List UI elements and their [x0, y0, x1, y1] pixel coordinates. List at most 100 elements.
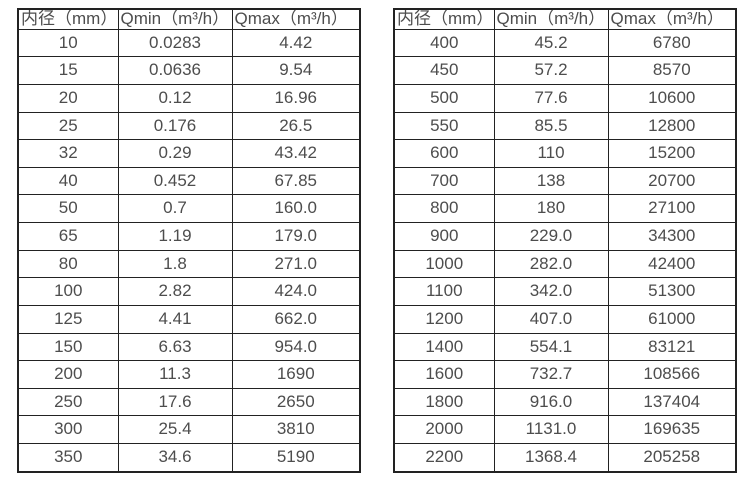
- table-cell: 125: [17, 304, 119, 334]
- table-cell: 916.0: [493, 387, 609, 417]
- table-cell: 26.5: [231, 111, 361, 141]
- table-cell: 45.2: [493, 28, 609, 58]
- table-cell: 0.452: [117, 166, 233, 196]
- table-cell: 16.96: [231, 83, 361, 113]
- table-cell: 61000: [607, 304, 737, 334]
- table-cell: 160.0: [231, 194, 361, 224]
- table-cell: 25.4: [117, 415, 233, 445]
- table-cell: 67.85: [231, 166, 361, 196]
- table-cell: 2650: [231, 387, 361, 417]
- table-row: 150 6.63 954.0: [17, 332, 361, 362]
- table-cell: 4.42: [231, 28, 361, 58]
- table-row: 500 77.6 10600: [393, 83, 737, 113]
- table-cell: 5190: [231, 443, 361, 473]
- table-cell: 43.42: [231, 139, 361, 168]
- table-cell: 6780: [607, 28, 737, 58]
- table-row: 700 138 20700: [393, 166, 737, 196]
- table-cell: 32: [17, 139, 119, 168]
- table-cell: 342.0: [493, 277, 609, 306]
- table-row: 1600 732.7 108566: [393, 360, 737, 389]
- table-cell: 450: [393, 56, 495, 85]
- table-cell: 205258: [607, 443, 737, 473]
- table-cell: 17.6: [117, 387, 233, 417]
- table-cell: 4.41: [117, 304, 233, 334]
- table-row: 15 0.0636 9.54: [17, 56, 361, 85]
- table-row: 600 110 15200: [393, 139, 737, 168]
- table-cell: 1690: [231, 360, 361, 389]
- table-cell: 57.2: [493, 56, 609, 85]
- table-cell: 800: [393, 194, 495, 224]
- table-cell: 137404: [607, 387, 737, 417]
- table-cell: 554.1: [493, 332, 609, 362]
- table-row: 65 1.19 179.0: [17, 222, 361, 251]
- table-row: 125 4.41 662.0: [17, 304, 361, 334]
- table-cell: 900: [393, 222, 495, 251]
- table-row: 1100 342.0 51300: [393, 277, 737, 306]
- table-cell: 271.0: [231, 249, 361, 279]
- table-cell: 400: [393, 28, 495, 58]
- table-row: 900 229.0 34300: [393, 222, 737, 251]
- table-cell: 954.0: [231, 332, 361, 362]
- table-cell: 2200: [393, 443, 495, 473]
- table-cell: 0.12: [117, 83, 233, 113]
- table-cell: 85.5: [493, 111, 609, 141]
- table-cell: 11.3: [117, 360, 233, 389]
- table-cell: 40: [17, 166, 119, 196]
- table-cell: 0.7: [117, 194, 233, 224]
- table-cell: 83121: [607, 332, 737, 362]
- table-row: 550 85.5 12800: [393, 111, 737, 141]
- table-cell: 600: [393, 139, 495, 168]
- table-cell: 34300: [607, 222, 737, 251]
- table-row: 10 0.0283 4.42: [17, 28, 361, 58]
- table-row: 250 17.6 2650: [17, 387, 361, 417]
- table-cell: 200: [17, 360, 119, 389]
- table-cell: 1400: [393, 332, 495, 362]
- table-cell: 350: [17, 443, 119, 473]
- table-cell: 10: [17, 28, 119, 58]
- table-row: 100 2.82 424.0: [17, 277, 361, 306]
- table-cell: 1600: [393, 360, 495, 389]
- header-inner-diameter: 内径（mm）: [393, 8, 495, 30]
- table-cell: 12800: [607, 111, 737, 141]
- table-cell: 100: [17, 277, 119, 306]
- table-body: 400 45.2 6780 450 57.2 8570 500 77.6 10600 550 85.…: [393, 28, 737, 473]
- table-row: 1000 282.0 42400: [393, 249, 737, 279]
- table-cell: 108566: [607, 360, 737, 389]
- table-row: 50 0.7 160.0: [17, 194, 361, 224]
- table-row: 1800 916.0 137404: [393, 387, 737, 417]
- table-cell: 15: [17, 56, 119, 85]
- table-cell: 20700: [607, 166, 737, 196]
- flow-table-large-diameters: 内径（mm） Qmin（m³/h） Qmax（m³/h） 400 45.2 6780…: [393, 8, 737, 473]
- header-qmin: Qmin（m³/h）: [117, 8, 233, 30]
- table-row: 25 0.176 26.5: [17, 111, 361, 141]
- table-cell: 300: [17, 415, 119, 445]
- table-cell: 8570: [607, 56, 737, 85]
- table-cell: 110: [493, 139, 609, 168]
- table-row: 2200 1368.4 205258: [393, 443, 737, 473]
- table-row: 350 34.6 5190: [17, 443, 361, 473]
- table-row: 400 45.2 6780: [393, 28, 737, 58]
- table-cell: 1131.0: [493, 415, 609, 445]
- table-cell: 169635: [607, 415, 737, 445]
- table-row: 200 11.3 1690: [17, 360, 361, 389]
- header-qmax: Qmax（m³/h）: [607, 8, 737, 30]
- table-cell: 0.29: [117, 139, 233, 168]
- table-cell: 50: [17, 194, 119, 224]
- table-row: 2000 1131.0 169635: [393, 415, 737, 445]
- table-cell: 1368.4: [493, 443, 609, 473]
- table-cell: 732.7: [493, 360, 609, 389]
- table-cell: 42400: [607, 249, 737, 279]
- table-row: 450 57.2 8570: [393, 56, 737, 85]
- table-cell: 27100: [607, 194, 737, 224]
- table-cell: 1.8: [117, 249, 233, 279]
- table-cell: 0.0636: [117, 56, 233, 85]
- table-cell: 138: [493, 166, 609, 196]
- table-cell: 500: [393, 83, 495, 113]
- table-cell: 25: [17, 111, 119, 141]
- table-cell: 80: [17, 249, 119, 279]
- table-cell: 65: [17, 222, 119, 251]
- table-cell: 179.0: [231, 222, 361, 251]
- table-row: 20 0.12 16.96: [17, 83, 361, 113]
- table-cell: 229.0: [493, 222, 609, 251]
- table-cell: 34.6: [117, 443, 233, 473]
